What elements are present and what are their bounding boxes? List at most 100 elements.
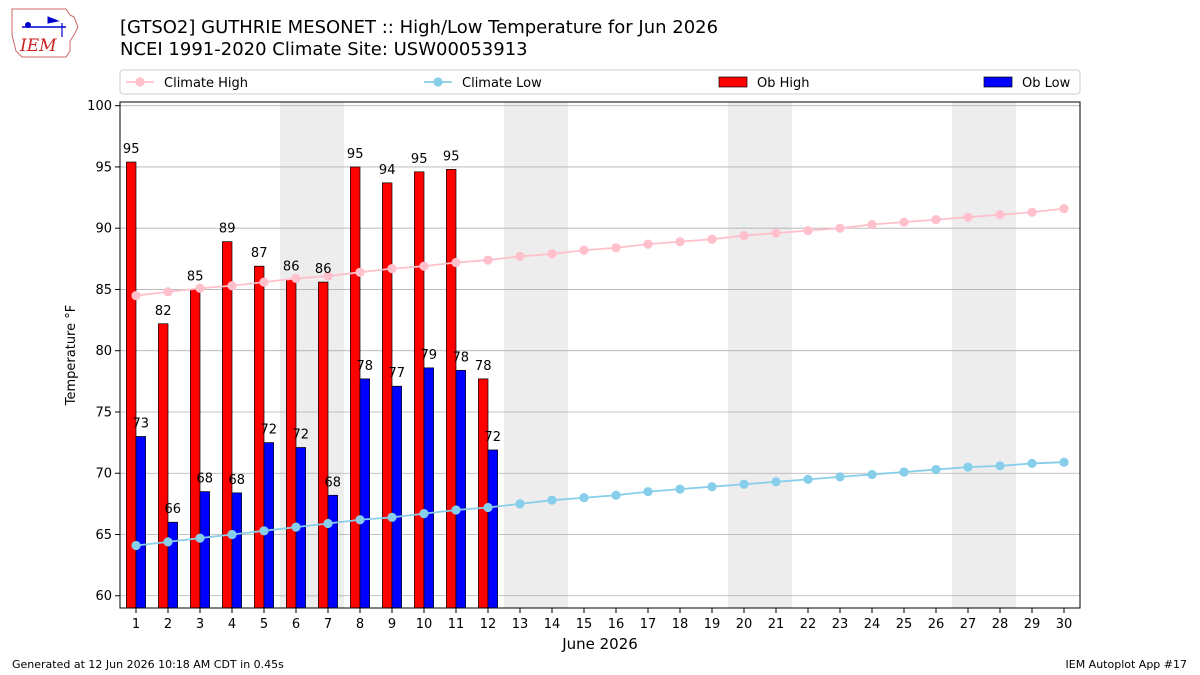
legend-label-ob-low: Ob Low	[1022, 76, 1071, 91]
ytick-label-80: 80	[95, 344, 112, 359]
climate-low-point-day-11	[451, 505, 461, 515]
ob-high-bar-day-8	[350, 166, 361, 609]
ytick-label-65: 65	[95, 528, 112, 543]
climate-low-point-day-2	[163, 537, 173, 547]
ytick-label-70: 70	[95, 467, 112, 482]
climate-high-point-day-7	[323, 271, 333, 281]
climate-low-point-day-4	[227, 529, 237, 540]
climate-high-point-day-20	[739, 230, 749, 241]
ob-high-label-day-11: 95	[443, 149, 460, 164]
ob-low-label-day-6: 72	[293, 428, 310, 443]
climate-low-line	[135, 461, 1065, 547]
climate-low-point-day-27	[963, 462, 973, 472]
ob-high-bar-day-6	[286, 279, 297, 609]
climate-high-point-day-1	[131, 290, 141, 301]
climate-low-point-day-28	[995, 461, 1005, 471]
climate-high-point-day-8	[355, 267, 365, 277]
xtick-label-29: 29	[1024, 617, 1041, 632]
ob-high-bar-day-10	[414, 171, 425, 609]
climate-high-point-day-14	[547, 249, 557, 259]
weather-station-icon	[22, 16, 66, 37]
climate-low-point-day-12	[483, 502, 493, 513]
ob-low-label-day-9: 77	[389, 366, 406, 381]
climate-low-point-day-17	[643, 487, 653, 497]
x-axis-label: June 2026	[561, 635, 638, 653]
ob-high-bar-day-7	[318, 281, 329, 609]
climate-high-point-day-10	[419, 261, 429, 271]
ob-high-label-day-10: 95	[411, 152, 428, 167]
climate-high-point-day-16	[611, 243, 621, 253]
climate-high-line	[135, 207, 1065, 297]
climate-high-point-day-24	[867, 219, 877, 230]
ob-low-bar-day-4	[231, 492, 242, 609]
climate-high-point-day-3	[195, 283, 205, 293]
footer-app: IEM Autoplot App #17	[1065, 658, 1188, 671]
ob-high-label-day-4: 89	[219, 222, 236, 237]
ob-high-bar-day-3	[190, 289, 201, 609]
weekend-shade-day-13	[504, 102, 536, 608]
ob-high-label-day-3: 85	[187, 269, 204, 284]
climate-high-point-day-29	[1027, 207, 1037, 217]
climate-high-point-day-28	[995, 210, 1005, 220]
ob-low-label-day-12: 72	[485, 430, 502, 445]
climate-high-point-day-26	[931, 215, 941, 225]
climate-low-point-day-9	[387, 512, 397, 522]
ob-low-bar-day-12	[487, 449, 498, 609]
ytick-label-95: 95	[95, 160, 112, 175]
xtick-label-22: 22	[800, 617, 817, 632]
xtick-label-28: 28	[992, 617, 1009, 632]
legend-swatch-ob-low	[983, 76, 1013, 88]
climate-high-point-day-17	[643, 239, 653, 249]
xtick-label-13: 13	[512, 617, 529, 632]
xtick-label-19: 19	[704, 617, 721, 632]
climate-high-point-day-21	[771, 228, 781, 238]
legend-marker-climate-high	[135, 77, 145, 87]
ob-low-label-day-7: 68	[325, 475, 342, 490]
ob-high-label-day-7: 86	[315, 262, 332, 277]
chart-subtitle: NCEI 1991-2020 Climate Site: USW00053913	[120, 39, 528, 60]
xtick-label-18: 18	[672, 617, 689, 632]
ob-high-bar-day-4	[222, 241, 233, 609]
climate-low-point-day-16	[611, 490, 621, 500]
ob-low-label-day-1: 73	[133, 416, 150, 431]
ob-high-bar-day-12	[478, 378, 489, 609]
climate-low-point-day-3	[195, 533, 205, 543]
xtick-label-11: 11	[448, 617, 465, 632]
y-axis-label: Temperature °F	[64, 305, 79, 406]
xtick-label-2: 2	[164, 617, 172, 632]
ob-low-bar-day-8	[359, 378, 370, 609]
xtick-label-30: 30	[1056, 617, 1073, 632]
climate-low-point-day-15	[579, 493, 589, 503]
weekend-shade-day-20	[728, 102, 760, 608]
ob-low-bar-day-10	[423, 367, 434, 609]
weekend-shade-day-21	[760, 102, 792, 608]
legend-label-ob-high: Ob High	[757, 76, 810, 91]
climate-high-point-day-25	[899, 217, 909, 227]
xtick-label-14: 14	[544, 617, 561, 632]
chart-title: [GTSO2] GUTHRIE MESONET :: High/Low Temp…	[120, 17, 719, 38]
climate-low-point-day-10	[419, 509, 429, 519]
climate-low-point-day-1	[131, 540, 141, 551]
xtick-label-15: 15	[576, 617, 593, 632]
legend-label-climate-high: Climate High	[164, 76, 248, 91]
climate-low-point-day-29	[1027, 458, 1037, 469]
ytick-label-85: 85	[95, 283, 112, 298]
weekend-shade-day-27	[952, 102, 984, 608]
xtick-label-6: 6	[292, 617, 300, 632]
ob-low-label-day-3: 68	[197, 472, 214, 487]
climate-low-point-day-8	[355, 515, 365, 525]
climate-low-point-day-20	[739, 479, 749, 489]
climate-high-point-day-4	[227, 281, 237, 291]
xtick-label-7: 7	[324, 617, 332, 632]
climate-high-point-day-5	[259, 277, 269, 287]
ob-high-bar-day-9	[382, 182, 393, 609]
xtick-label-25: 25	[896, 617, 913, 632]
xtick-label-20: 20	[736, 617, 753, 632]
xtick-label-23: 23	[832, 617, 849, 632]
xtick-label-9: 9	[388, 617, 396, 632]
climate-low-point-day-23	[835, 472, 845, 482]
climate-high-point-day-22	[803, 226, 813, 236]
ob-high-label-day-5: 87	[251, 246, 268, 261]
ob-low-bar-day-7	[327, 494, 338, 609]
